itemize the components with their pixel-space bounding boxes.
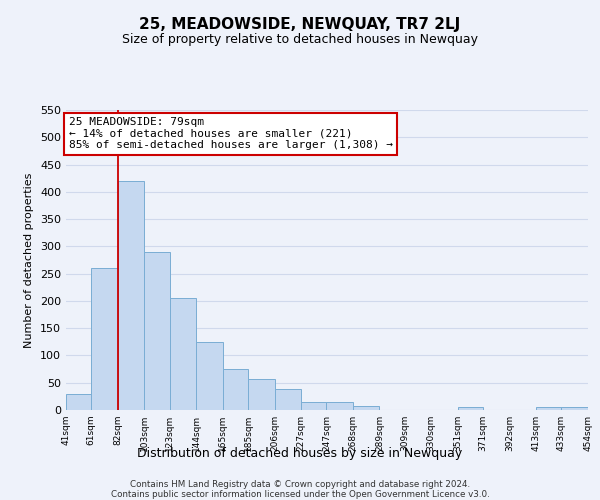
- Bar: [66, 394, 91, 410]
- Bar: [118, 181, 145, 410]
- Bar: [536, 408, 562, 410]
- Bar: [562, 408, 588, 410]
- Text: Size of property relative to detached houses in Newquay: Size of property relative to detached ho…: [122, 32, 478, 46]
- Bar: [196, 342, 223, 410]
- Bar: [301, 402, 326, 410]
- Bar: [248, 380, 275, 410]
- Bar: [223, 369, 248, 410]
- Bar: [458, 408, 483, 410]
- Bar: [275, 390, 301, 410]
- Text: 25, MEADOWSIDE, NEWQUAY, TR7 2LJ: 25, MEADOWSIDE, NEWQUAY, TR7 2LJ: [139, 18, 461, 32]
- Y-axis label: Number of detached properties: Number of detached properties: [25, 172, 34, 348]
- Bar: [145, 252, 170, 410]
- Bar: [91, 268, 118, 410]
- Text: Contains HM Land Registry data © Crown copyright and database right 2024.
Contai: Contains HM Land Registry data © Crown c…: [110, 480, 490, 500]
- Bar: [326, 402, 353, 410]
- Text: Distribution of detached houses by size in Newquay: Distribution of detached houses by size …: [137, 448, 463, 460]
- Bar: [170, 298, 196, 410]
- Text: 25 MEADOWSIDE: 79sqm
← 14% of detached houses are smaller (221)
85% of semi-deta: 25 MEADOWSIDE: 79sqm ← 14% of detached h…: [68, 117, 392, 150]
- Bar: [353, 406, 379, 410]
